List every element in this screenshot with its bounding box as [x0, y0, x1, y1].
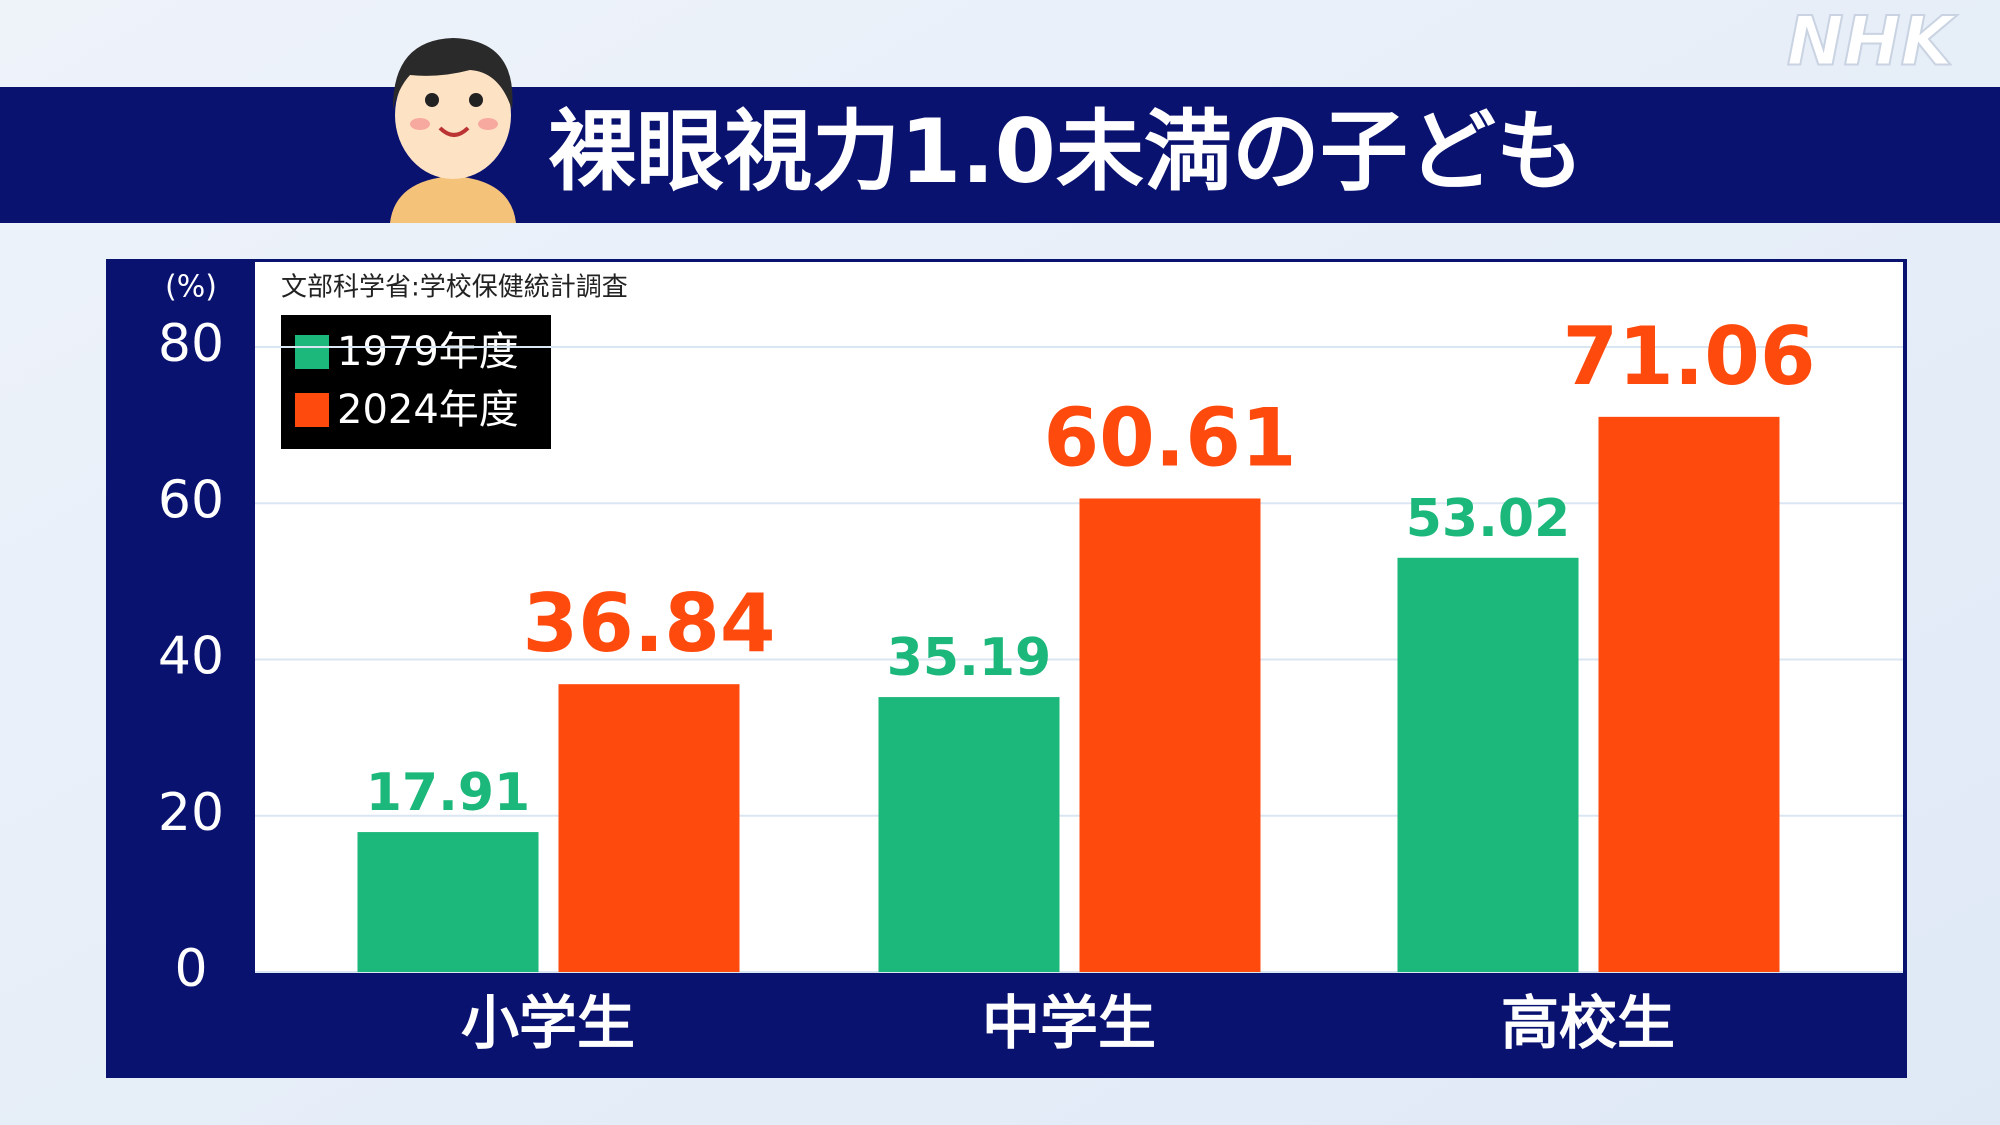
source: 文部科学省:学校保健統計調査	[281, 273, 628, 303]
x-tick-label: 中学生	[982, 989, 1156, 1057]
bar	[1079, 498, 1261, 972]
x-tick-label: 高校生	[1501, 989, 1675, 1057]
chart-title: 裸眼視力1.0未満の子ども	[548, 100, 1584, 203]
legend-label: 1979年度	[337, 329, 519, 375]
bar	[558, 684, 740, 972]
legend-swatch	[295, 335, 329, 369]
bar	[357, 832, 539, 972]
x-tick-label: 小学生	[461, 989, 635, 1057]
logo: NHK	[1787, 3, 1958, 82]
legend-swatch	[295, 393, 329, 427]
value-label: 71.06	[1562, 310, 1815, 403]
value-label: 17.91	[366, 763, 530, 823]
y-tick-label: 0	[174, 939, 207, 999]
y-tick-label: 60	[158, 470, 224, 530]
title-band	[0, 87, 2000, 223]
y-tick-label: 80	[158, 314, 224, 374]
bar	[878, 697, 1060, 972]
value-label: 60.61	[1043, 391, 1296, 484]
value-label: 35.19	[887, 628, 1051, 688]
bar	[1598, 416, 1780, 972]
y-tick-label: 20	[158, 783, 224, 843]
character-icon	[390, 38, 516, 223]
value-label: 53.02	[1406, 489, 1570, 549]
legend-label: 2024年度	[337, 387, 519, 433]
y-tick-label: 40	[158, 627, 224, 687]
y-unit: (%)	[165, 270, 217, 305]
value-label: 36.84	[522, 577, 775, 670]
bar	[1397, 557, 1579, 972]
